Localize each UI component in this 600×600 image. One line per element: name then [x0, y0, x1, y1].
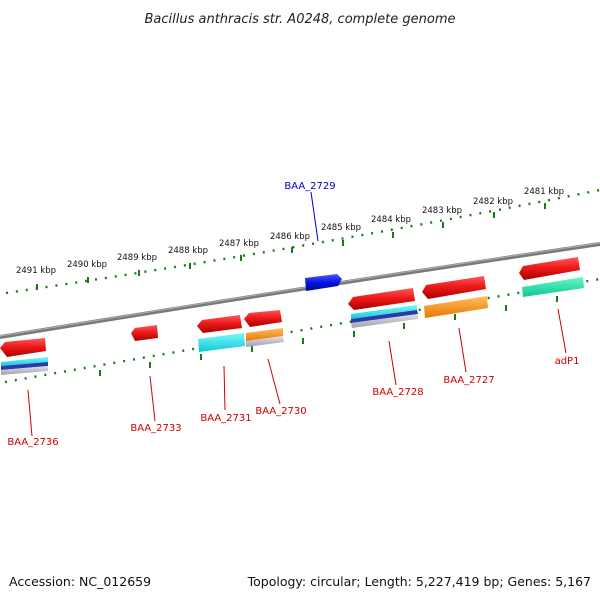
- scale-label: 2483 kbp: [422, 206, 462, 216]
- inner-scale-dots: [4, 277, 600, 384]
- scale-label: 2486 kbp: [270, 232, 310, 242]
- scale-label: 2488 kbp: [168, 246, 208, 256]
- scale-label: 2489 kbp: [117, 253, 157, 263]
- gene-label-baa-2730[interactable]: BAA_2730: [255, 406, 306, 417]
- genome-backbone-highlight: [0, 242, 600, 337]
- feature-stripes-baa-2731: [198, 333, 245, 352]
- gene-label-baa-2728[interactable]: BAA_2728: [372, 387, 423, 398]
- scale-label: 2484 kbp: [371, 215, 411, 225]
- gene-arrow-baa-2730[interactable]: [244, 310, 282, 327]
- gene-label-adp1[interactable]: adP1: [555, 356, 580, 367]
- feature-stripes-baa-2736: [1, 357, 48, 375]
- gene-arrow-baa-2728[interactable]: [348, 288, 415, 310]
- feature-stripes-baa-2730: [246, 328, 284, 347]
- inner-major-ticks: [99, 296, 558, 376]
- gene-label-baa-2733[interactable]: BAA_2733: [130, 423, 181, 434]
- feature-stripes-baa-2727: [424, 296, 488, 318]
- scale-label: 2482 kbp: [473, 197, 513, 207]
- scale-label: 2490 kbp: [67, 260, 107, 270]
- genome-summary-text: Topology: circular; Length: 5,227,419 bp…: [247, 574, 591, 589]
- outer-major-ticks: [36, 203, 546, 290]
- gene-label-baa-2729[interactable]: BAA_2729: [284, 181, 335, 192]
- gene-arrow-baa-2736[interactable]: [0, 338, 46, 357]
- scale-label: 2481 kbp: [524, 187, 564, 197]
- gene-arrow-baa-2727[interactable]: [422, 276, 486, 299]
- scale-label: 2491 kbp: [16, 266, 56, 276]
- genome-backbone: [0, 242, 600, 339]
- gene-arrow-baa-2729[interactable]: [305, 274, 342, 291]
- feature-stripes-adp1: [522, 277, 584, 297]
- scale-label: 2485 kbp: [321, 223, 361, 233]
- gene-label-baa-2731[interactable]: BAA_2731: [200, 413, 251, 424]
- gene-arrow-baa-2731[interactable]: [197, 315, 242, 333]
- gene-label-baa-2736[interactable]: BAA_2736: [7, 437, 58, 448]
- scale-label: 2487 kbp: [219, 239, 259, 249]
- accession-text: Accession: NC_012659: [9, 574, 151, 589]
- label-leaders: [27, 191, 567, 437]
- gene-arrow-baa-2733[interactable]: [131, 325, 158, 341]
- gene-label-baa-2727[interactable]: BAA_2727: [443, 375, 494, 386]
- gene-arrow-adp1[interactable]: [519, 257, 580, 280]
- feature-stripes-baa-2728: [351, 305, 418, 328]
- map-title: Bacillus anthracis str. A0248, complete …: [144, 12, 455, 27]
